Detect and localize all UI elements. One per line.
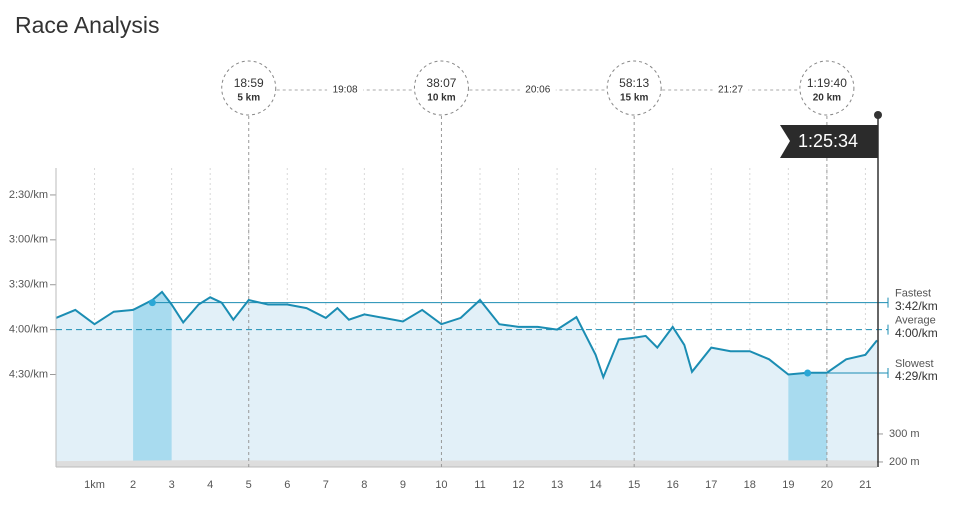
split-circle bbox=[799, 60, 855, 116]
x-tick-label: 12 bbox=[512, 479, 524, 491]
split-circle bbox=[606, 60, 662, 116]
x-tick-label: 16 bbox=[667, 479, 679, 491]
split-time: 1:19:40 bbox=[807, 76, 847, 90]
elevation-area bbox=[56, 460, 877, 467]
y-tick-label: 4:00/km bbox=[9, 324, 48, 336]
x-tick-label: 10 bbox=[435, 479, 447, 491]
highlight-marker bbox=[804, 369, 812, 377]
split-circle bbox=[221, 60, 277, 116]
pace-line bbox=[55, 290, 878, 381]
x-tick-label: 5 bbox=[246, 479, 252, 491]
split-gap: 19:08 bbox=[333, 85, 358, 96]
y2-tick-label: 300 m bbox=[889, 428, 920, 440]
page-title: Race Analysis bbox=[15, 12, 160, 38]
finish-time: 1:25:34 bbox=[798, 131, 858, 151]
y2-tick-label: 200 m bbox=[889, 456, 920, 468]
y-tick-label: 4:30/km bbox=[9, 368, 48, 380]
x-tick-label: 11 bbox=[474, 479, 485, 491]
y-tick-label: 2:30/km bbox=[9, 189, 48, 201]
reference-value: 4:00/km bbox=[895, 326, 938, 340]
x-tick-label: 1km bbox=[84, 479, 105, 491]
x-tick-label: 19 bbox=[782, 479, 794, 491]
reference-name: Fastest bbox=[895, 288, 931, 300]
x-tick-label: 4 bbox=[207, 479, 213, 491]
split-distance: 20 km bbox=[813, 93, 841, 104]
reference-name: Average bbox=[895, 315, 936, 327]
highlight-band bbox=[133, 291, 172, 467]
x-tick-label: 9 bbox=[400, 479, 406, 491]
split-gap: 20:06 bbox=[525, 85, 550, 96]
split-gap-bg bbox=[519, 83, 556, 97]
x-tick-label: 3 bbox=[169, 479, 175, 491]
split-gap-bg bbox=[327, 83, 364, 97]
split-gap: 21:27 bbox=[718, 85, 743, 96]
x-tick-label: 2 bbox=[130, 479, 136, 491]
split-time: 18:59 bbox=[234, 76, 264, 90]
x-tick-label: 21 bbox=[859, 479, 871, 491]
split-distance: 15 km bbox=[620, 93, 648, 104]
reference-value: 4:29/km bbox=[895, 369, 938, 383]
split-time: 58:13 bbox=[619, 76, 649, 90]
finish-flag bbox=[780, 125, 878, 158]
y-tick-label: 3:30/km bbox=[9, 279, 48, 291]
x-tick-label: 8 bbox=[361, 479, 367, 491]
x-tick-label: 20 bbox=[821, 479, 833, 491]
split-circle bbox=[413, 60, 469, 116]
split-distance: 10 km bbox=[427, 93, 455, 104]
highlight-marker bbox=[148, 299, 156, 307]
split-gap-bg bbox=[712, 83, 749, 97]
x-tick-label: 17 bbox=[705, 479, 717, 491]
split-distance: 5 km bbox=[237, 93, 260, 104]
x-tick-label: 18 bbox=[744, 479, 756, 491]
x-tick-label: 14 bbox=[589, 479, 601, 491]
x-tick-label: 15 bbox=[628, 479, 640, 491]
reference-value: 3:42/km bbox=[895, 299, 938, 313]
pace-area bbox=[56, 291, 877, 467]
reference-name: Slowest bbox=[895, 358, 934, 370]
y-tick-label: 3:00/km bbox=[9, 234, 48, 246]
x-tick-label: 13 bbox=[551, 479, 563, 491]
x-tick-label: 6 bbox=[284, 479, 290, 491]
split-time: 38:07 bbox=[426, 76, 456, 90]
x-tick-label: 7 bbox=[323, 479, 329, 491]
finish-dot bbox=[874, 111, 882, 119]
